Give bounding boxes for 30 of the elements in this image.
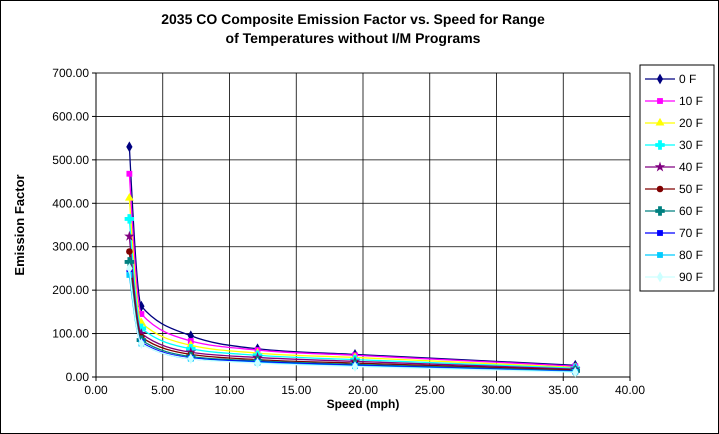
x-tick-label: 15.00 [281, 383, 312, 397]
x-tick-label: 40.00 [614, 383, 646, 397]
y-tick-label: 200.00 [52, 283, 90, 298]
y-tick-label: 0.00 [66, 370, 90, 384]
x-axis-title: Speed (mph) [326, 397, 400, 411]
legend-label: 70 F [679, 226, 704, 240]
x-tick-label: 25.00 [414, 383, 446, 397]
x-tick-label: 35.00 [548, 383, 579, 397]
y-axis-title: Emission Factor [12, 174, 27, 276]
x-tick-label: 30.00 [481, 383, 512, 397]
x-tick-label: 20.00 [348, 383, 378, 397]
legend-label: 40 F [679, 160, 704, 174]
legend-label: 0 F [679, 72, 696, 86]
legend-label: 10 F [679, 94, 704, 108]
legend-label: 80 F [679, 248, 704, 262]
legend-label: 30 F [679, 138, 704, 152]
legend-label: 20 F [679, 116, 704, 130]
x-tick-label: 10.00 [214, 383, 245, 397]
legend-label: 50 F [679, 182, 704, 196]
legend-label: 90 F [679, 270, 704, 284]
legend-label: 60 F [679, 204, 704, 218]
x-tick-label: 5.00 [151, 383, 175, 397]
y-tick-label: 700.00 [52, 66, 90, 80]
y-tick-label: 100.00 [52, 326, 90, 341]
y-tick-label: 500.00 [52, 152, 90, 167]
y-tick-label: 600.00 [52, 109, 90, 124]
y-tick-label: 400.00 [52, 196, 90, 210]
x-tick-label: 0.00 [84, 383, 108, 397]
chart-title: 2035 CO Composite Emission Factor vs. Speed for Range of Temperatures without I/M Programs [161, 11, 545, 46]
y-tick-label: 300.00 [52, 240, 90, 254]
